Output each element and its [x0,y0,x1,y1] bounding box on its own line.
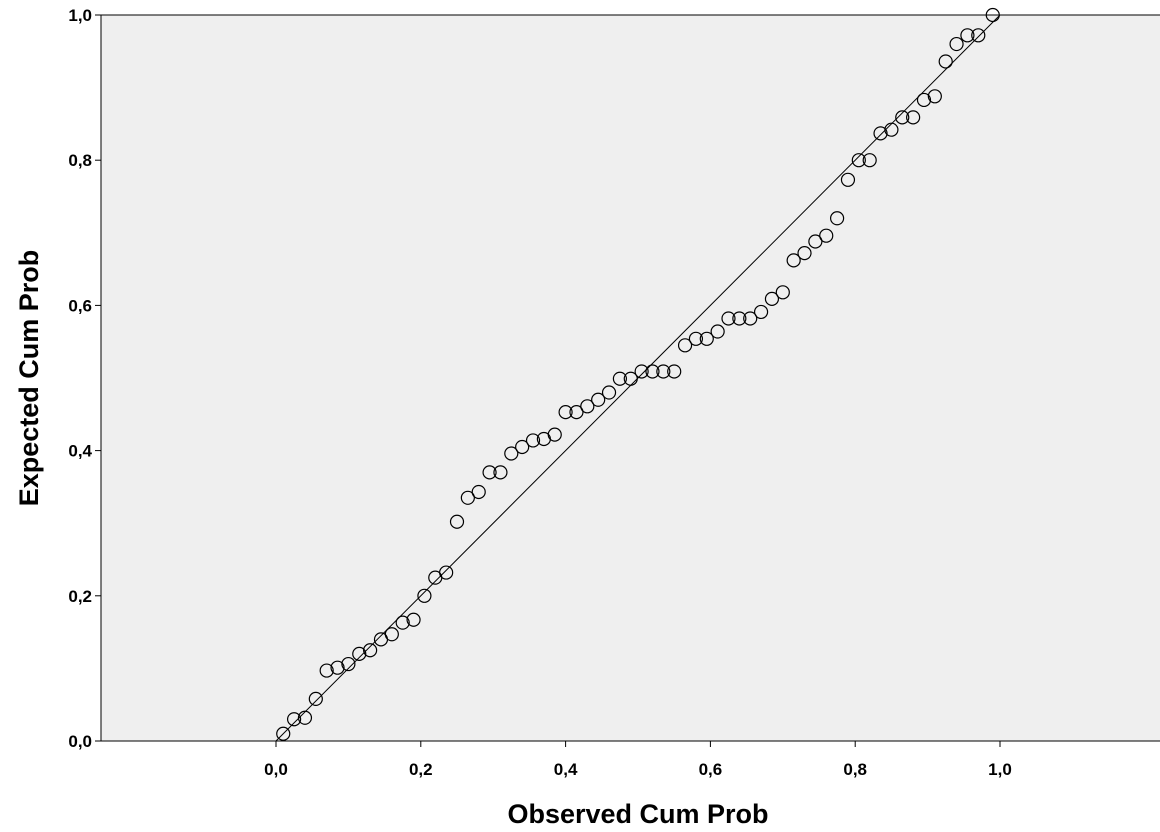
y-tick-label: 0,6 [68,296,92,315]
data-point [971,28,986,43]
data-point [938,54,953,69]
data-point [840,172,856,187]
data-point [449,514,465,529]
data-point [515,439,530,455]
data-point [753,304,769,320]
data-point [460,490,475,505]
data-point [580,399,595,414]
data-point [927,89,942,104]
y-tick-label: 0,8 [68,151,92,170]
data-point [743,311,758,326]
data-point [916,92,932,108]
data-point [688,331,704,346]
data-point [297,710,313,725]
data-point [612,371,628,386]
data-point [384,627,399,642]
data-point [985,7,1000,23]
data-point [732,311,747,326]
data-point [786,253,801,268]
x-tick-label: 0,6 [699,760,723,779]
y-tick-label: 0,2 [68,587,92,606]
data-point [862,153,877,168]
tick-labels-group: 0,0 0,2 0,4 0,6 0,8 1,0 0,0 0,2 0,4 0,6 0,8 1,0 [68,6,1011,779]
y-tick-label: 0,4 [68,442,92,461]
data-point [775,285,790,300]
data-point [667,364,682,379]
data-point [721,311,736,326]
data-point [287,712,302,727]
data-point [569,405,584,420]
data-point [808,234,823,249]
axes [95,14,1160,747]
data-point [493,465,508,480]
data-point [363,643,378,658]
data-point [895,110,910,125]
data-point [623,371,638,386]
data-point [341,656,356,672]
data-point [504,446,519,461]
data-point [330,660,345,675]
data-point [417,588,432,603]
data-point [308,691,323,706]
data-point [829,211,845,226]
data-point [906,110,921,125]
data-point [319,663,334,678]
data-point [276,726,291,741]
data-point [547,427,562,442]
x-tick-label: 1,0 [988,760,1012,779]
data-point [949,36,964,52]
data-point [851,153,866,168]
data-point [439,565,454,580]
data-point [406,612,421,627]
data-point [395,615,410,630]
plot-area [101,15,1160,741]
data-point [352,646,367,661]
data-point [710,324,725,339]
x-tick-label: 0,2 [409,760,433,779]
x-tick-label: 0,4 [554,760,578,779]
data-point [960,28,975,43]
data-point [884,122,899,137]
y-tick-label: 1,0 [68,6,92,25]
data-point [482,465,497,480]
data-point [873,126,888,141]
data-point [764,291,780,306]
data-point [525,433,541,448]
x-tick-label: 0,8 [843,760,867,779]
x-tick-label: 0,0 [264,760,288,779]
y-tick-label: 0,0 [68,732,92,751]
y-axis-title: Expected Cum Prob [14,250,44,507]
points-group [276,7,1000,741]
data-point [634,364,649,379]
data-point [645,364,660,379]
data-point [699,331,714,346]
data-point [656,364,671,379]
data-point [797,246,812,261]
data-point [601,385,617,400]
data-point [819,228,834,243]
data-point [591,392,606,407]
x-axis-title: Observed Cum Prob [507,799,768,829]
data-point [471,484,486,500]
data-point [677,338,693,353]
data-point [558,405,573,420]
